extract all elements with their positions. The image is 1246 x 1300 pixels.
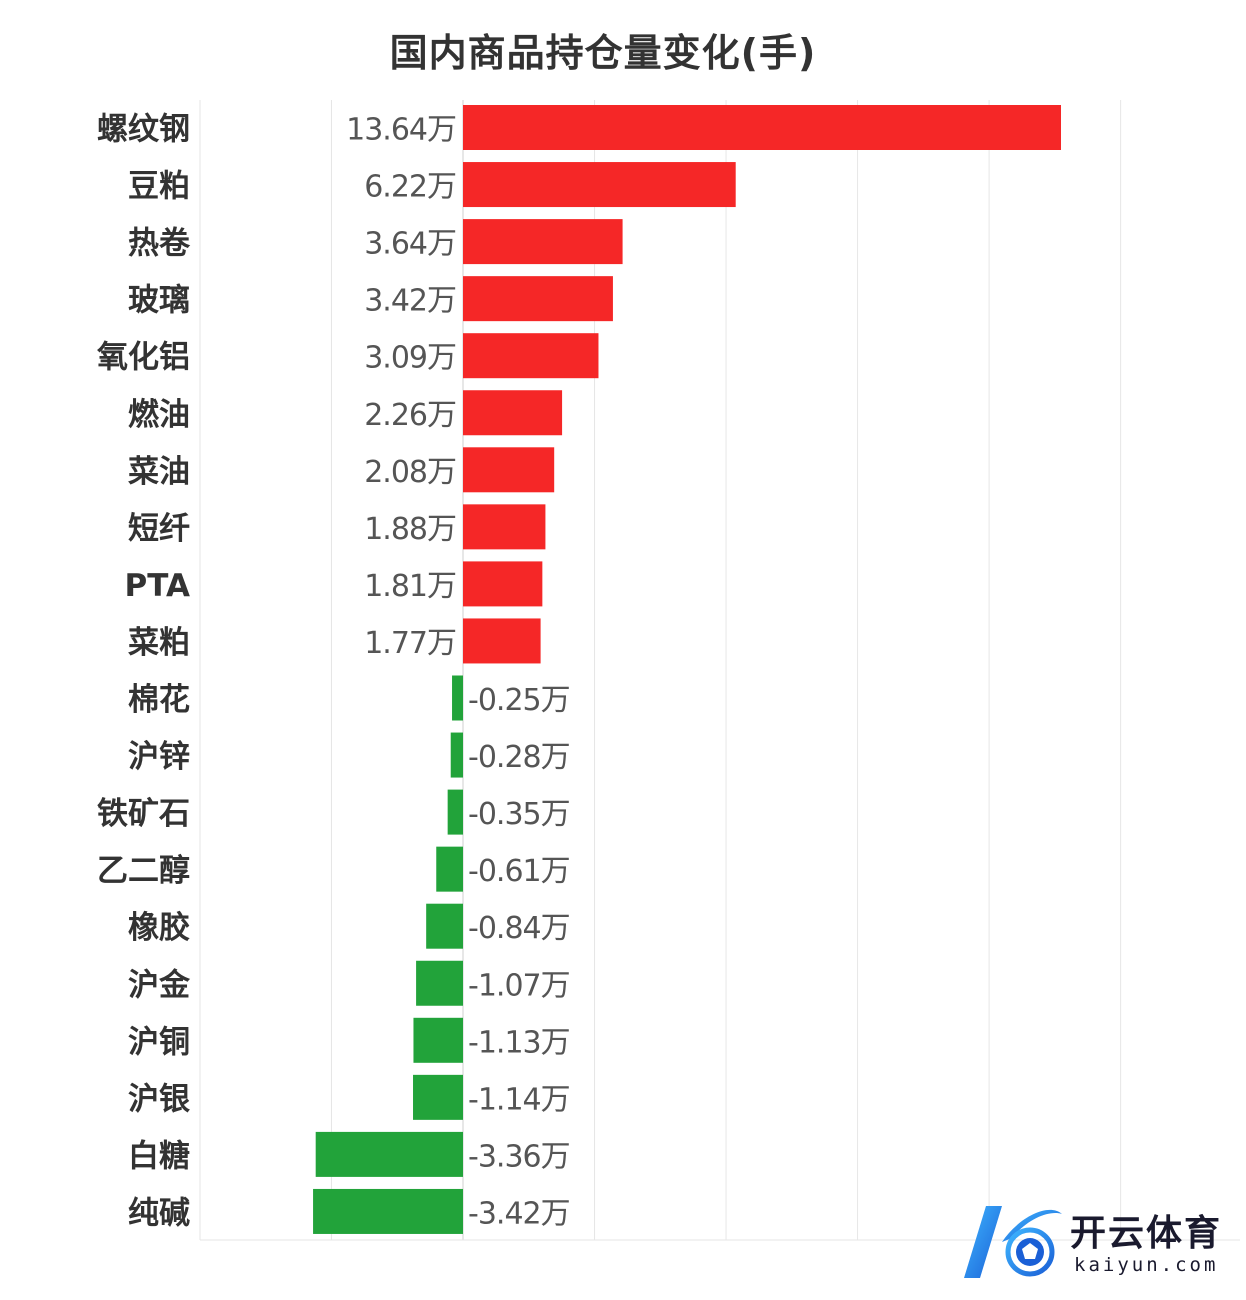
kaiyun-watermark: 开云体育 kaiyun.com [958, 1198, 1238, 1288]
data-label: 3.42万 [364, 284, 456, 319]
data-label: 2.26万 [364, 398, 456, 433]
data-label: -1.13万 [468, 1025, 570, 1060]
data-label: 6.22万 [364, 170, 456, 205]
bar [463, 390, 562, 435]
bar [463, 447, 554, 492]
category-tick-label: 沪金 [128, 967, 191, 1003]
data-label: 2.08万 [364, 455, 456, 490]
grid-layer [200, 100, 1240, 1240]
bar [436, 847, 463, 892]
category-tick-label: 沪锌 [128, 739, 190, 775]
data-label: -3.36万 [468, 1139, 570, 1174]
watermark-english-name: kaiyun.com [1074, 1254, 1218, 1276]
category-tick-label: 热卷 [128, 226, 191, 262]
category-tick-label: 燃油 [128, 397, 190, 433]
category-tick-label: 纯碱 [128, 1195, 190, 1231]
data-label: 3.64万 [364, 227, 456, 262]
data-label: 1.81万 [364, 569, 456, 604]
data-label: -0.25万 [468, 683, 570, 718]
data-label: 13.64万 [346, 113, 456, 148]
bar [448, 790, 463, 835]
bar [413, 1075, 463, 1120]
data-label: -3.42万 [468, 1196, 570, 1231]
data-label: 1.88万 [364, 512, 456, 547]
category-tick-label: 白糖 [128, 1138, 190, 1174]
bar [413, 1018, 463, 1063]
kaiyun-logo-icon [958, 1198, 1068, 1288]
bar [463, 162, 736, 207]
bar-layer [313, 105, 1061, 1234]
watermark-chinese-name: 开云体育 [1070, 1204, 1222, 1256]
category-tick-label: 沪铜 [128, 1024, 190, 1060]
data-label: 3.09万 [364, 341, 456, 376]
data-label: -1.07万 [468, 968, 570, 1003]
category-tick-label: 玻璃 [128, 283, 190, 319]
bar [463, 219, 623, 264]
category-tick-label: PTA [125, 568, 190, 604]
category-tick-label: 菜油 [128, 454, 190, 490]
category-tick-label: 菜粕 [128, 625, 190, 661]
bar [316, 1132, 463, 1177]
data-label: -1.14万 [468, 1082, 570, 1117]
category-tick-label: 铁矿石 [97, 796, 190, 832]
bar [313, 1189, 463, 1234]
data-label: -0.84万 [468, 911, 570, 946]
category-tick-label: 橡胶 [128, 910, 190, 946]
bar [463, 276, 613, 321]
bar [463, 333, 598, 378]
bar [451, 733, 463, 778]
category-tick-label: 沪银 [128, 1081, 190, 1117]
bar [463, 561, 542, 606]
data-label: -0.61万 [468, 854, 570, 889]
bar [452, 676, 463, 721]
category-tick-label: 短纤 [128, 511, 190, 547]
bar [463, 618, 541, 663]
category-tick-label: 乙二醇 [97, 853, 190, 889]
category-tick-label: 棉花 [128, 682, 190, 718]
data-label: -0.35万 [468, 797, 570, 832]
category-tick-label: 豆粕 [128, 169, 190, 205]
category-tick-label: 螺纹钢 [97, 112, 190, 148]
bar [463, 105, 1061, 150]
bar [416, 961, 463, 1006]
bar [426, 904, 463, 949]
data-label: -0.28万 [468, 740, 570, 775]
data-label: 1.77万 [364, 626, 456, 661]
bar [463, 504, 545, 549]
category-tick-label: 氧化铝 [97, 340, 190, 376]
